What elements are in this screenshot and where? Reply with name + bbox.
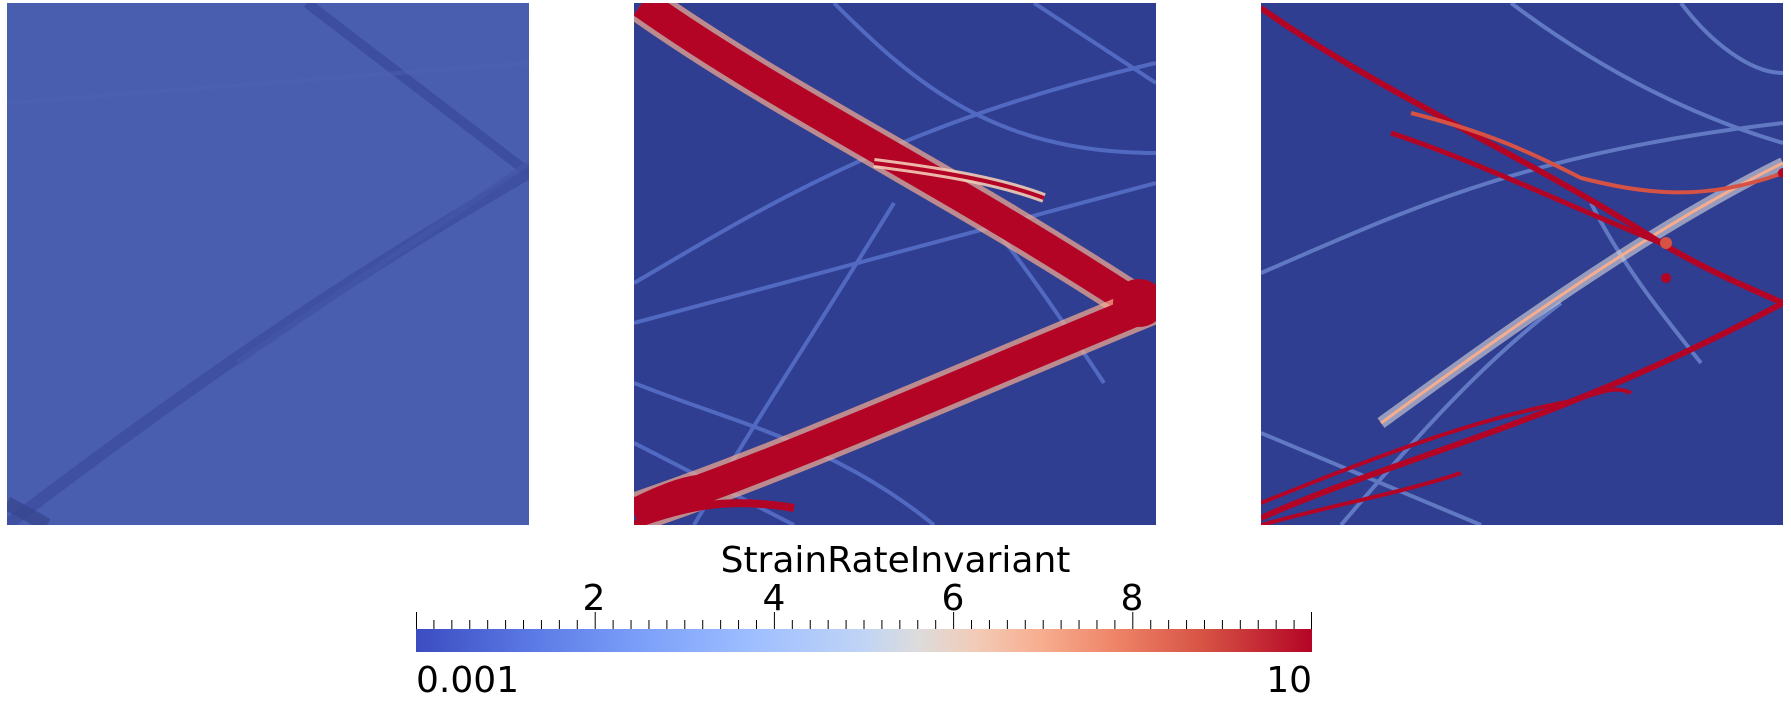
- colorbar-title: StrainRateInvariant: [720, 540, 1071, 581]
- colorbar-gradient: [416, 629, 1312, 652]
- colorbar-tick-label-4: 4: [762, 578, 786, 619]
- colorbar-max-label: 10: [1266, 660, 1312, 701]
- field-panel-1: [7, 3, 529, 525]
- colorbar-min-label: 0.001: [416, 660, 520, 701]
- field-panel-2: [634, 3, 1156, 525]
- colorbar-tick-label-6: 6: [941, 578, 965, 619]
- colorbar-tick-label-2: 2: [582, 578, 606, 619]
- colorbar-tick-label-8: 8: [1120, 578, 1144, 619]
- colorbar: [416, 612, 1312, 652]
- field-panel-3: [1261, 3, 1783, 525]
